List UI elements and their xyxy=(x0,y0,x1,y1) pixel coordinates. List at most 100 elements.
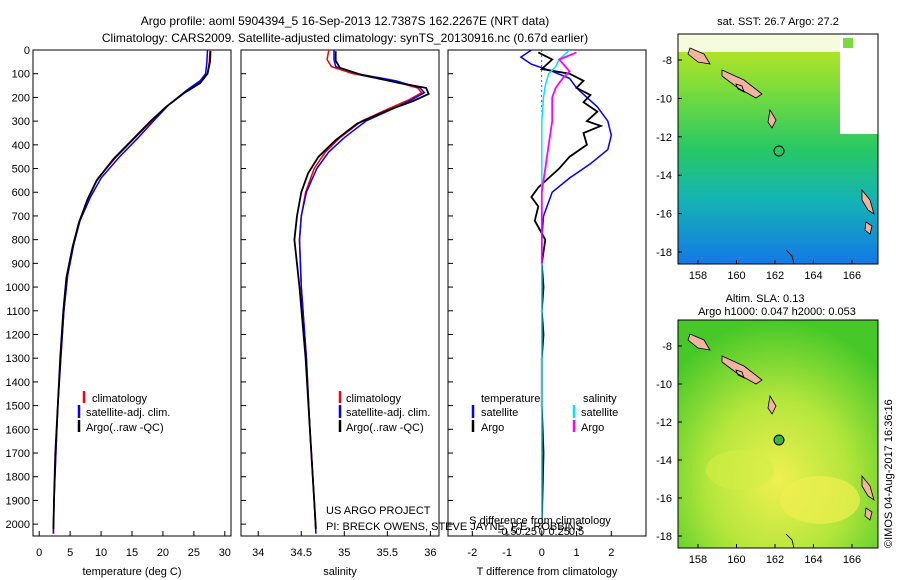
legend-label-t-argo: Argo xyxy=(481,422,504,434)
legend-label-t-satellite: satellite xyxy=(481,407,518,419)
sla-map-axes: 158 160 162 164 166 -8 -10 -12 -14 -16 -18 xyxy=(656,341,861,566)
map-y-tick-label: -12 xyxy=(656,132,672,144)
x-tick-label: -2 xyxy=(467,547,477,559)
legend-title-salinity: salinity xyxy=(583,393,617,405)
y-tick-label: 300 xyxy=(12,116,30,128)
temperature-axes xyxy=(32,49,232,537)
depth-axis: 0 100 200 300 400 500 600 700 800 900 1000 1100 1200… xyxy=(6,45,38,531)
map-x-tick-label: 166 xyxy=(843,270,861,282)
x-tick-label: 30 xyxy=(219,547,231,559)
x-tick-label-salinity: 0.5 xyxy=(569,526,584,538)
sst-map-frame xyxy=(677,33,879,265)
y-tick-label: 1200 xyxy=(6,329,30,341)
legend-label-argo: Argo(..raw -QC) xyxy=(86,422,164,434)
y-tick-label: 900 xyxy=(12,258,30,270)
x-tick-label: 0 xyxy=(36,547,42,559)
legend-title-temperature: temperature xyxy=(481,393,540,405)
series-line-satellite-adj-clim- xyxy=(298,50,426,534)
y-tick-label: 100 xyxy=(12,69,30,81)
difference-legend: temperature satellite Argo salinity sate… xyxy=(471,393,618,434)
y-tick-label: 1300 xyxy=(6,353,30,365)
series-line-satellite-adj-clim- xyxy=(52,50,209,534)
difference-axes xyxy=(447,49,647,537)
map-x-tick-label: 166 xyxy=(843,554,861,566)
island-coastlines-icon xyxy=(687,47,875,235)
project-credit-line2: PI: BRECK OWENS, STEVE JAYNE, P.E. ROBBI… xyxy=(326,521,583,533)
sla-map-frame xyxy=(677,319,879,549)
figure-title-line2: Climatology: CARS2009. Satellite-adjuste… xyxy=(102,31,588,45)
series-line-temperature-satellite xyxy=(519,50,613,525)
map-y-tick-label: -10 xyxy=(656,379,672,391)
x-tick-label-salinity: 0.25 xyxy=(548,526,569,538)
x-tick-label: 5 xyxy=(67,547,73,559)
map-y-tick-label: -8 xyxy=(662,55,672,67)
series-line-salinity-satellite xyxy=(541,50,571,525)
x-tick-label: 36 xyxy=(424,547,436,559)
sst-missing-data xyxy=(678,34,878,52)
x-tick-label: 2 xyxy=(608,547,614,559)
x-tick-label: 25 xyxy=(188,547,200,559)
y-tick-label: 700 xyxy=(12,211,30,223)
legend-label-climatology: climatology xyxy=(346,393,402,405)
sla-high-region xyxy=(706,450,774,490)
y-tick-label: 600 xyxy=(12,187,30,199)
map-x-tick-label: 160 xyxy=(727,554,745,566)
legend-label-s-satellite: satellite xyxy=(581,407,618,419)
y-tick-label: 1000 xyxy=(6,282,30,294)
x-tick-label: 20 xyxy=(157,547,169,559)
sla-map-title-line1: Altim. SLA: 0.13 xyxy=(726,293,805,305)
difference-xlabel-top: S difference from climatology xyxy=(469,515,611,527)
x-tick-label: 1 xyxy=(573,547,579,559)
map-y-tick-label: -8 xyxy=(662,341,672,353)
sla-high-region xyxy=(780,476,860,524)
project-credit-line1: US ARGO PROJECT xyxy=(326,505,431,517)
series-line-argo-raw-qc- xyxy=(293,51,430,529)
y-tick-label: 200 xyxy=(12,92,30,104)
map-y-tick-label: -16 xyxy=(656,209,672,221)
y-tick-label: 400 xyxy=(12,140,30,152)
legend-label-climatology: climatology xyxy=(92,393,148,405)
salinity-axes xyxy=(240,49,440,537)
sla-map xyxy=(677,319,879,549)
y-tick-label: 1900 xyxy=(6,495,30,507)
map-x-tick-label: 164 xyxy=(804,270,822,282)
y-tick-label: 1100 xyxy=(6,306,30,318)
temperature-x-axis: 0 5 10 15 20 25 30 xyxy=(36,531,231,559)
map-x-tick-label: 158 xyxy=(689,270,707,282)
salinity-legend: climatology satellite-adj. clim. Argo(..… xyxy=(338,391,430,434)
salinity-series xyxy=(293,50,430,534)
map-x-tick-label: 164 xyxy=(804,554,822,566)
y-tick-label: 1500 xyxy=(6,401,30,413)
sst-map-axes: 158 160 162 164 166 -8 -10 -12 -14 -16 -18 xyxy=(656,55,861,282)
y-tick-label: 1800 xyxy=(6,472,30,484)
temperature-xlabel: temperature (deg C) xyxy=(82,566,181,578)
x-tick-label: 0 xyxy=(539,547,545,559)
y-tick-label: 2000 xyxy=(6,519,30,531)
map-y-tick-label: -18 xyxy=(656,531,672,543)
island-coastlines-icon xyxy=(687,333,875,521)
y-tick-label: 500 xyxy=(12,164,30,176)
temperature-legend: climatology satellite-adj. clim. Argo(..… xyxy=(77,391,170,434)
x-tick-label: 10 xyxy=(95,547,107,559)
sst-map xyxy=(677,33,879,265)
map-x-tick-label: 162 xyxy=(766,554,784,566)
difference-xlabel: T difference from climatology xyxy=(477,566,618,578)
legend-label-satellite: satellite-adj. clim. xyxy=(86,407,170,419)
map-y-tick-label: -12 xyxy=(656,417,672,429)
x-tick-label: 35.5 xyxy=(377,547,398,559)
sst-map-title: sat. SST: 26.7 Argo: 27.2 xyxy=(717,16,839,28)
map-x-tick-label: 158 xyxy=(689,554,707,566)
sla-map-title-line2: Argo h1000: 0.047 h2000: 0.053 xyxy=(698,306,856,318)
y-tick-label: 800 xyxy=(12,235,30,247)
argo-float-marker-icon xyxy=(773,434,785,446)
legend-label-s-argo: Argo xyxy=(581,422,604,434)
x-tick-label-salinity: -0.5 xyxy=(498,526,517,538)
y-tick-label: 1600 xyxy=(6,424,30,436)
series-line-climatology xyxy=(52,50,211,534)
x-tick-label-salinity: -0.25 xyxy=(512,526,537,538)
figure-title-line1: Argo profile: aoml 5904394_5 16-Sep-2013… xyxy=(141,14,550,28)
sst-missing-data-east xyxy=(840,34,878,134)
series-line-argo-raw-qc- xyxy=(52,51,212,529)
y-tick-label: 1700 xyxy=(6,448,30,460)
y-tick-label: 0 xyxy=(24,45,30,57)
